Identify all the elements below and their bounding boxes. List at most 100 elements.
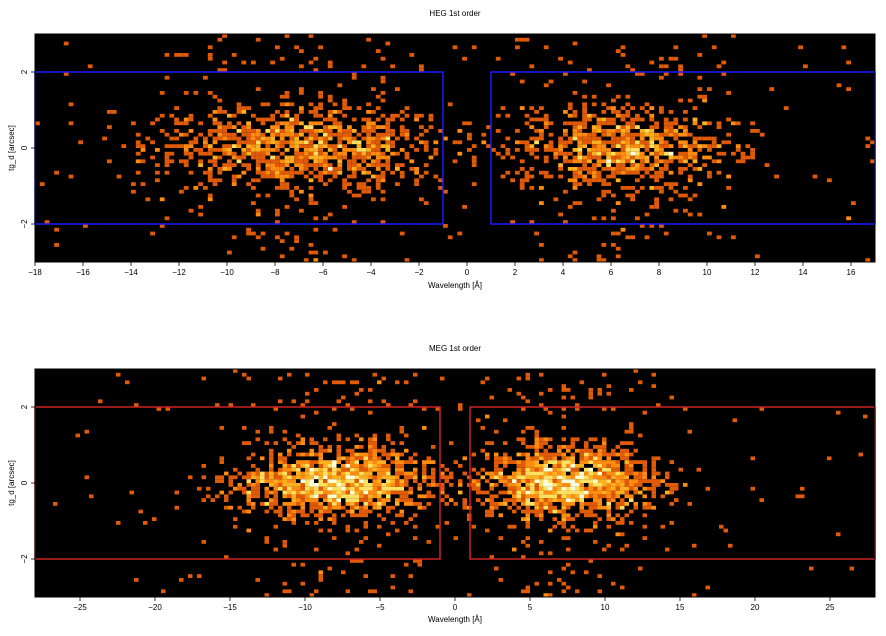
heatmap-cell xyxy=(575,437,580,442)
heatmap-cell xyxy=(350,460,355,464)
heatmap-cell xyxy=(500,174,506,179)
heatmap-cell xyxy=(548,581,553,586)
heatmap-cell xyxy=(390,441,395,445)
heatmap-cell xyxy=(395,167,400,171)
heatmap-cell xyxy=(279,136,285,141)
heatmap-cell xyxy=(164,170,170,175)
heatmap-cell xyxy=(673,132,679,137)
heatmap-cell xyxy=(282,467,287,472)
heatmap-cell xyxy=(217,170,223,175)
x-tick-label: −18 xyxy=(28,268,42,277)
heatmap-cell xyxy=(231,178,237,183)
heatmap-cell xyxy=(577,155,583,160)
heatmap-cell xyxy=(663,121,669,126)
heatmap-cell xyxy=(264,471,269,476)
heatmap-cell xyxy=(323,509,328,514)
heatmap-cell xyxy=(342,113,347,118)
heatmap-cell xyxy=(683,125,688,129)
heatmap-cell xyxy=(651,456,656,461)
heatmap-cell xyxy=(582,106,587,110)
heatmap-cell xyxy=(716,64,722,69)
heatmap-cell xyxy=(534,486,539,491)
heatmap-cell xyxy=(207,148,213,152)
heatmap-cell xyxy=(300,479,305,483)
heatmap-cell xyxy=(659,224,664,228)
heatmap-cell xyxy=(557,490,562,495)
heatmap-cell xyxy=(270,125,275,129)
heatmap-cell xyxy=(719,524,724,529)
heatmap-cell xyxy=(611,581,616,586)
heatmap-cell xyxy=(656,403,661,407)
heatmap-cell xyxy=(543,125,549,129)
heatmap-cell xyxy=(260,148,266,152)
heatmap-cell xyxy=(426,502,431,506)
heatmap-cell xyxy=(534,129,539,133)
heatmap-cell xyxy=(489,509,494,514)
heatmap-cell xyxy=(371,197,376,202)
heatmap-cell xyxy=(606,456,611,461)
heatmap-cell xyxy=(561,467,566,472)
heatmap-cell xyxy=(630,193,635,198)
heatmap-cell xyxy=(404,498,409,502)
heatmap-cell xyxy=(375,106,381,110)
heatmap-cell xyxy=(668,197,674,202)
heatmap-cell xyxy=(563,159,568,164)
heatmap-cell xyxy=(368,460,373,464)
heatmap-cell xyxy=(372,441,377,445)
heatmap-cell xyxy=(363,513,368,518)
heatmap-cell xyxy=(269,460,274,464)
heatmap-cell xyxy=(318,174,323,179)
heatmap-cell xyxy=(557,494,562,499)
heatmap-cell xyxy=(198,159,203,164)
heatmap-cell xyxy=(327,98,333,103)
heatmap-cell xyxy=(624,479,629,483)
heatmap-cell xyxy=(552,524,557,529)
heatmap-cell xyxy=(602,437,607,442)
heatmap-cell xyxy=(375,140,381,145)
heatmap-cell xyxy=(633,502,638,506)
heatmap-cell xyxy=(611,498,616,502)
heatmap-cell xyxy=(593,460,598,464)
heatmap-cell xyxy=(512,490,517,495)
heatmap-cell xyxy=(155,178,160,183)
heatmap-cell xyxy=(188,117,194,122)
heatmap-cell xyxy=(654,136,659,141)
heatmap-cell xyxy=(336,433,341,438)
heatmap-cell xyxy=(716,151,722,156)
heatmap-cell xyxy=(275,212,280,217)
heatmap-cell xyxy=(183,159,189,164)
heatmap-cell xyxy=(269,483,274,487)
heatmap-cell xyxy=(217,132,223,137)
heatmap-cell xyxy=(630,167,635,171)
heatmap-cell xyxy=(354,456,359,461)
heatmap-cell xyxy=(217,167,223,171)
heatmap-cell xyxy=(300,460,305,464)
heatmap-cell xyxy=(380,197,386,202)
heatmap-cell xyxy=(275,125,280,129)
heatmap-cell xyxy=(251,475,256,480)
heatmap-cell xyxy=(507,524,512,529)
heatmap-cell xyxy=(255,144,261,148)
heatmap-cell xyxy=(145,197,151,202)
heatmap-cell xyxy=(625,148,631,152)
heatmap-cell xyxy=(179,144,184,148)
heatmap-cell xyxy=(224,498,229,502)
heatmap-cell xyxy=(150,155,155,160)
heatmap-cell xyxy=(350,498,355,502)
heatmap-cell xyxy=(587,132,592,137)
heatmap-cell xyxy=(233,517,238,521)
heatmap-cell xyxy=(548,79,554,84)
heatmap-cell xyxy=(489,494,494,499)
heatmap-cell xyxy=(308,178,314,183)
heatmap-cell xyxy=(341,471,346,476)
heatmap-cell xyxy=(702,136,707,141)
heatmap-cell xyxy=(625,159,631,164)
heatmap-cell xyxy=(323,460,328,464)
heatmap-cell xyxy=(521,471,526,476)
heatmap-cell xyxy=(642,536,647,540)
heatmap-cell xyxy=(558,56,563,61)
heatmap-cell xyxy=(399,231,405,236)
heatmap-cell xyxy=(577,201,583,205)
heatmap-cell xyxy=(525,509,530,514)
heatmap-cell xyxy=(39,182,45,186)
